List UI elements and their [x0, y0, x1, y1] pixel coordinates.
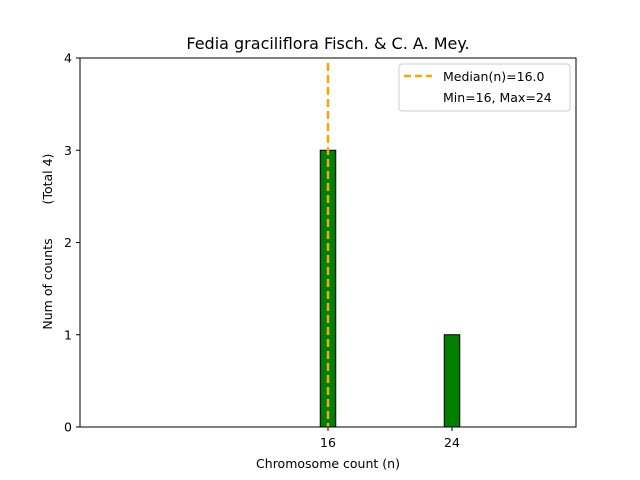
legend: Median(n)=16.0 Min=16, Max=24: [398, 63, 571, 112]
x-axis: 16 24: [320, 427, 460, 450]
legend-entry-median: Median(n)=16.0: [443, 69, 544, 84]
y-tick-label-0: 0: [64, 420, 72, 435]
bars-layer: [319, 149, 499, 428]
y-tick-label-4: 4: [64, 51, 72, 66]
chart-title: Fedia graciliflora Fisch. & C. A. Mey.: [186, 34, 469, 53]
y-axis-total-note: (Total 4): [40, 154, 55, 205]
x-tick-label-24: 24: [444, 435, 460, 450]
x-axis-label: Chromosome count (n): [256, 456, 400, 471]
y-axis: 0 1 2 3 4: [64, 51, 80, 435]
y-tick-label-3: 3: [64, 143, 72, 158]
bar-24: [443, 334, 461, 428]
bar-16: [319, 149, 337, 428]
legend-box: [398, 63, 571, 112]
y-tick-label-1: 1: [64, 327, 72, 342]
x-tick-label-16: 16: [320, 435, 336, 450]
legend-entry-min-max: Min=16, Max=24: [443, 90, 552, 105]
y-tick-label-2: 2: [64, 235, 72, 250]
y-axis-label: Num of counts: [40, 238, 55, 329]
